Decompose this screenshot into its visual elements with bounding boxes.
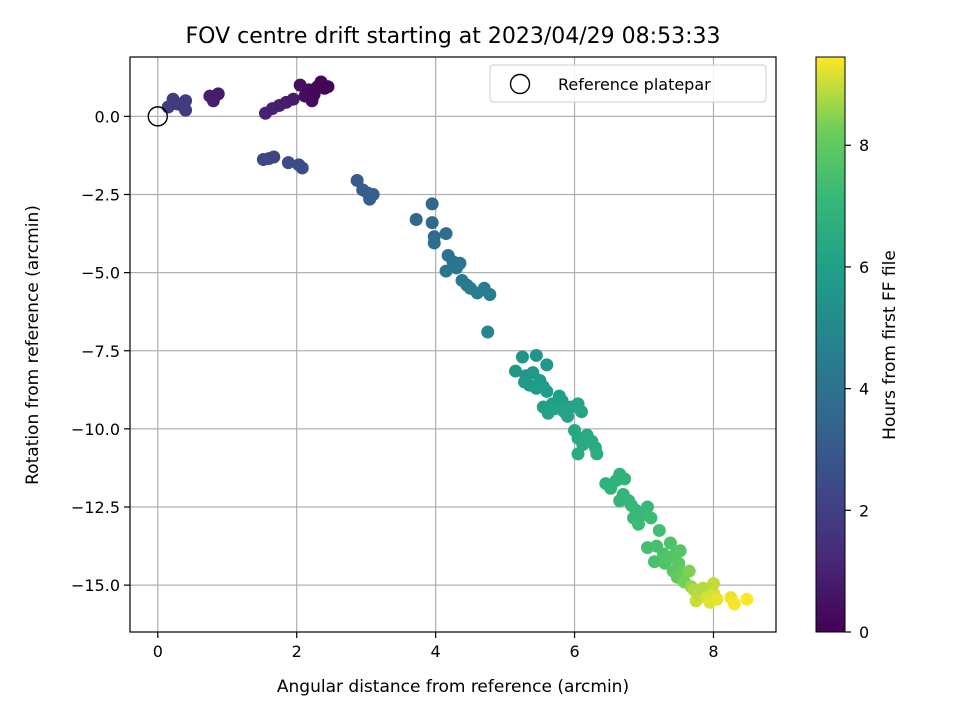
scatter-points (161, 75, 754, 611)
data-point (350, 173, 364, 187)
data-point (673, 544, 687, 558)
x-axis-ticks: 0 2 4 6 8 (153, 632, 719, 661)
data-point (439, 264, 453, 278)
colorbar-tick-label: 0 (859, 623, 869, 642)
colorbar-tick-label: 4 (859, 380, 869, 399)
reference-point (147, 106, 168, 127)
data-point (409, 213, 423, 226)
data-point (439, 227, 453, 241)
data-point (427, 236, 441, 250)
data-point (540, 384, 554, 398)
data-point (211, 87, 225, 101)
data-point (281, 156, 295, 170)
y-tick-label: −5.0 (81, 264, 120, 283)
data-point (618, 472, 632, 486)
legend: Reference platepar (489, 64, 767, 103)
x-tick-label: 6 (569, 642, 579, 661)
data-point (706, 577, 720, 591)
colorbar (815, 56, 846, 633)
chart-title: FOV centre drift starting at 2023/04/29 … (186, 24, 721, 49)
data-point (425, 197, 439, 211)
data-point (481, 325, 495, 339)
colorbar-tick-label: 2 (859, 501, 869, 520)
x-axis-label: Angular distance from reference (arcmin) (277, 677, 629, 697)
data-point (515, 350, 529, 364)
y-tick-label: 0.0 (95, 107, 120, 126)
x-tick-label: 4 (431, 642, 441, 661)
data-point (286, 92, 300, 106)
data-point (740, 592, 754, 606)
data-point (425, 216, 439, 230)
data-point (682, 564, 696, 578)
legend-label: Reference platepar (558, 75, 711, 94)
data-point (640, 500, 654, 514)
data-point (575, 405, 589, 419)
x-tick-label: 2 (292, 642, 302, 661)
legend-box (489, 64, 767, 103)
data-point (509, 364, 523, 378)
colorbar-tick-label: 8 (859, 136, 869, 155)
colorbar-tick-label: 6 (859, 258, 869, 277)
y-tick-label: −10.0 (71, 420, 120, 439)
y-tick-label: −2.5 (81, 186, 120, 205)
data-point (179, 94, 193, 108)
data-point (555, 394, 569, 408)
y-axis-ticks: 0.0 −2.5 −5.0 −7.5 −10.0 −12.5 −15.0 (71, 107, 130, 595)
data-point (453, 256, 467, 270)
colorbar-ticks: 0 2 4 6 8 (845, 136, 869, 642)
data-point (366, 188, 380, 201)
data-point (652, 523, 666, 537)
data-point (321, 80, 335, 94)
data-point (644, 511, 658, 525)
data-point (529, 348, 543, 362)
x-tick-label: 8 (708, 642, 718, 661)
y-tick-label: −7.5 (81, 342, 120, 361)
colorbar-label: Hours from first FF file (880, 250, 900, 440)
y-tick-label: −12.5 (71, 498, 120, 517)
data-point (483, 288, 497, 301)
data-point (710, 592, 724, 606)
y-tick-label: −15.0 (71, 576, 120, 595)
plot-frame (129, 56, 777, 633)
data-point (267, 150, 281, 164)
data-point (727, 597, 741, 611)
data-point (179, 103, 193, 117)
data-point (540, 358, 554, 372)
grid (130, 57, 776, 632)
reference-marker (147, 106, 168, 127)
data-point (590, 447, 604, 461)
x-tick-label: 0 (153, 642, 163, 661)
y-axis-label: Rotation from reference (arcmin) (23, 205, 43, 485)
data-point (663, 536, 677, 550)
data-point (295, 161, 309, 175)
data-point (647, 555, 661, 569)
legend-marker-icon (509, 73, 531, 95)
